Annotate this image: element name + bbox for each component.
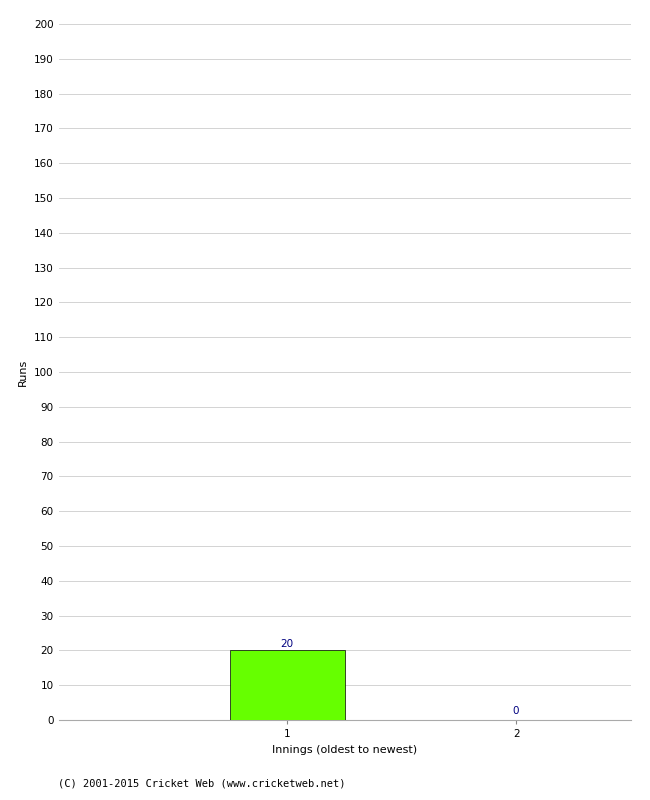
Text: 0: 0 (513, 706, 519, 716)
X-axis label: Innings (oldest to newest): Innings (oldest to newest) (272, 745, 417, 754)
Y-axis label: Runs: Runs (18, 358, 29, 386)
Text: 20: 20 (281, 638, 294, 649)
Text: (C) 2001-2015 Cricket Web (www.cricketweb.net): (C) 2001-2015 Cricket Web (www.cricketwe… (58, 778, 346, 788)
Bar (230, 650, 344, 720)
